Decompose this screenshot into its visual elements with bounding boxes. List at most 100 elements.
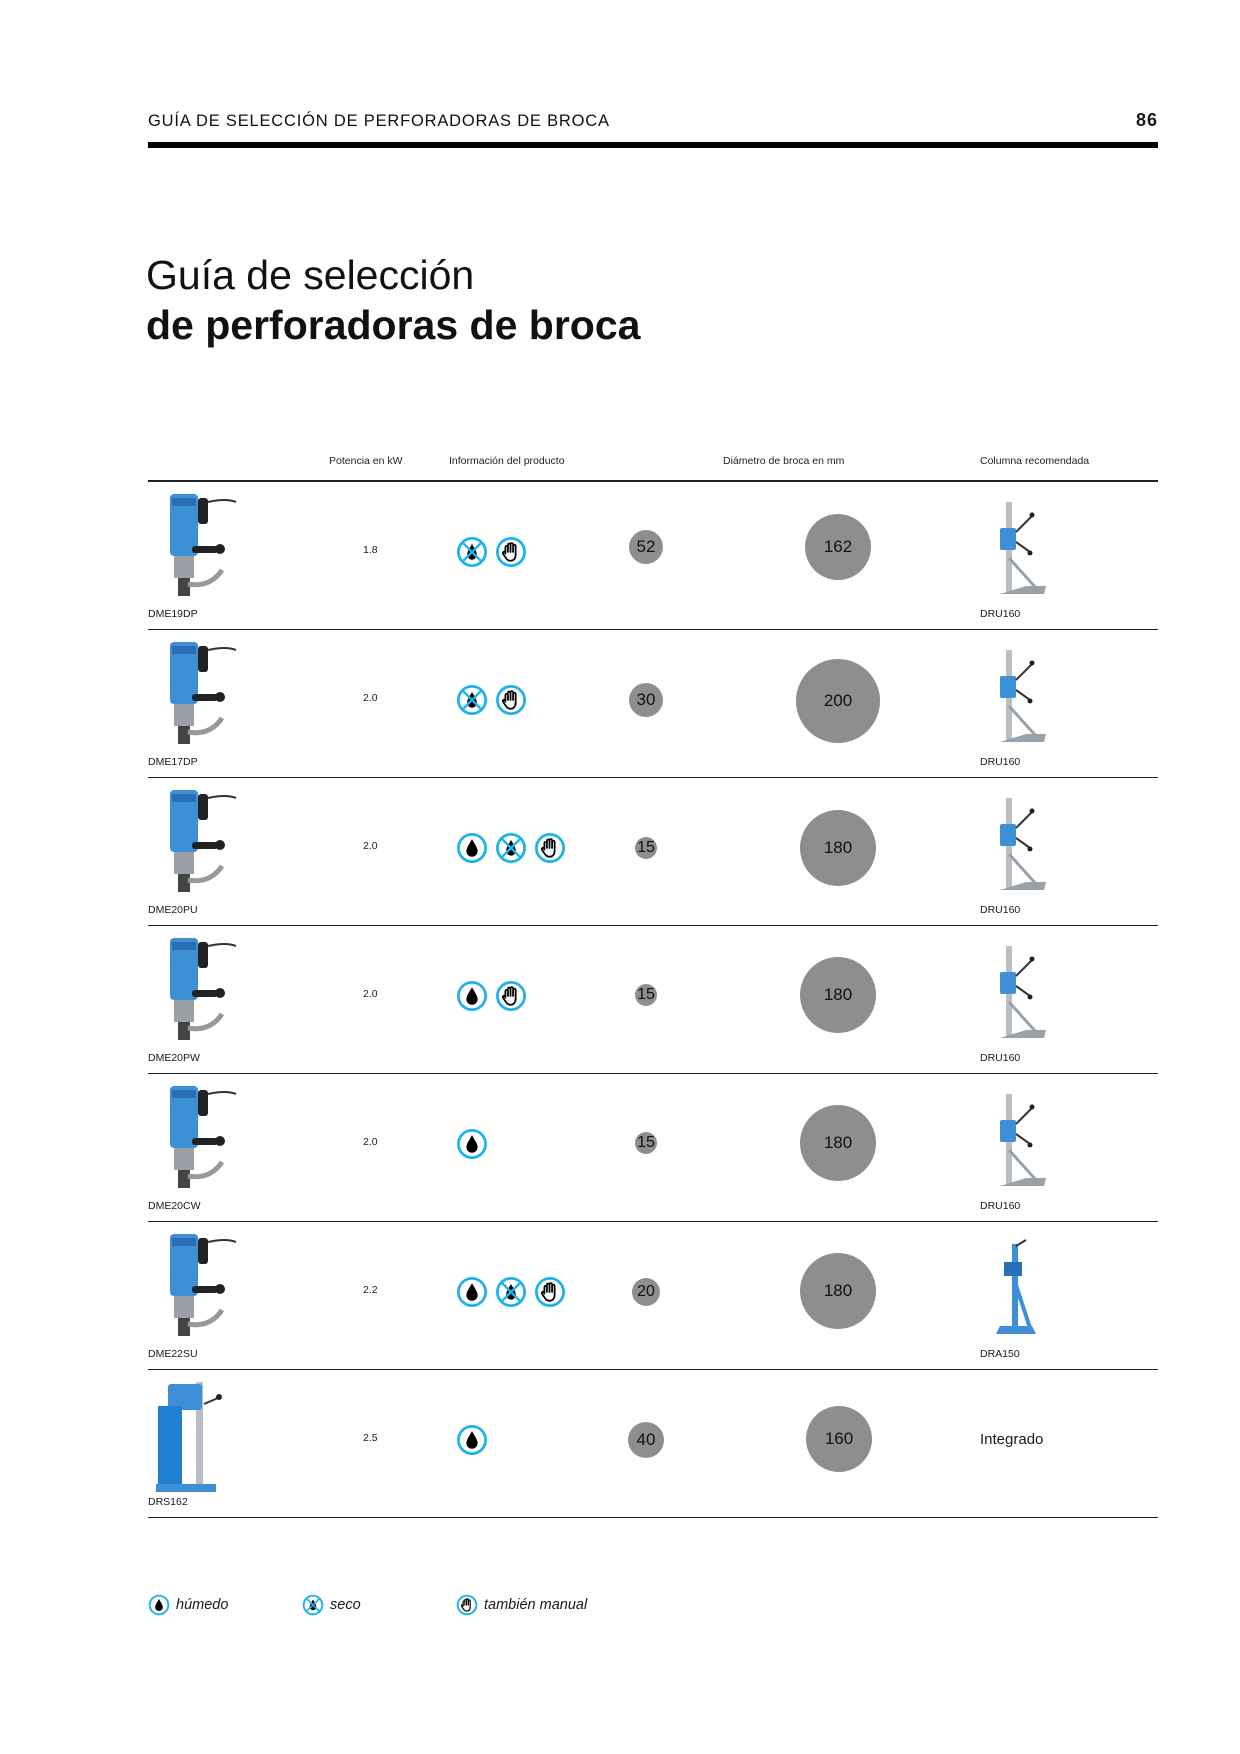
table-row: DME20PU 2.0 15 180 DRU160 (148, 778, 1158, 926)
model-name: DRS162 (148, 1496, 188, 1508)
column-stand-photo (986, 794, 1054, 896)
legend-dry: seco (302, 1593, 361, 1617)
column-stand-photo (986, 498, 1054, 600)
row-divider (148, 628, 1158, 630)
legend-manual: también manual (456, 1593, 587, 1617)
wet-icon (148, 1594, 170, 1616)
recommended-column: DRU160 (980, 608, 1021, 620)
header-title: GUÍA DE SELECCIÓN DE PERFORADORAS DE BRO… (148, 112, 610, 130)
table-row: DME17DP 2.0 30 200 DRU160 (148, 630, 1158, 778)
column-stand-photo (986, 1238, 1054, 1340)
dry-icon (495, 832, 527, 864)
legend-wet-label: húmedo (176, 1597, 229, 1613)
column-stand-photo (986, 1090, 1054, 1192)
diameter-max: 180 (800, 1105, 876, 1181)
page-number: 86 (1135, 110, 1158, 130)
dry-icon (302, 1594, 324, 1616)
col-head-column: Columna recomendada (980, 455, 1090, 467)
drill-photo (148, 1376, 240, 1494)
drill-photo (148, 932, 240, 1050)
table-row: DME19DP 1.8 52 162 DRU160 (148, 482, 1158, 630)
wet-icon (456, 1128, 488, 1160)
product-info-icons (456, 684, 527, 716)
model-name: DME20PW (148, 1052, 200, 1064)
manual-icon (495, 980, 527, 1012)
product-info-icons (456, 1128, 488, 1160)
product-info-icons (456, 536, 527, 568)
manual-icon (495, 536, 527, 568)
legend-wet: húmedo (148, 1593, 228, 1617)
dry-icon (495, 1276, 527, 1308)
model-name: DME19DP (148, 608, 198, 620)
wet-icon (456, 1276, 488, 1308)
product-info-icons (456, 1424, 488, 1456)
drill-photo (148, 636, 240, 754)
legend-manual-label: también manual (484, 1597, 588, 1613)
recommended-column: DRU160 (980, 1052, 1021, 1064)
diameter-min: 30 (629, 683, 663, 717)
header-rule (148, 142, 1158, 148)
recommended-column: DRA150 (980, 1348, 1020, 1360)
row-divider (148, 1368, 1158, 1370)
row-divider (148, 1220, 1158, 1222)
power-value: 2.2 (363, 1284, 378, 1296)
column-stand-photo (986, 646, 1054, 748)
row-divider (148, 924, 1158, 926)
recommended-column: DRU160 (980, 1200, 1021, 1212)
power-value: 2.0 (363, 1136, 378, 1148)
page-title-line2: de perforadoras de broca (146, 302, 641, 348)
model-name: DME17DP (148, 756, 198, 768)
power-value: 1.8 (363, 544, 378, 556)
diameter-max: 180 (800, 1253, 876, 1329)
diameter-min: 15 (635, 984, 657, 1006)
drill-photo (148, 1228, 240, 1346)
manual-icon (456, 1594, 478, 1616)
drill-photo (148, 784, 240, 902)
drill-photo (148, 488, 240, 606)
manual-icon (495, 684, 527, 716)
model-name: DME20PU (148, 904, 198, 916)
page-header: GUÍA DE SELECCIÓN DE PERFORADORAS DE BRO… (148, 110, 1158, 148)
wet-icon (456, 832, 488, 864)
dry-icon (456, 536, 488, 568)
wet-icon (456, 1424, 488, 1456)
manual-icon (534, 832, 566, 864)
diameter-min: 20 (632, 1278, 660, 1306)
table-row: DRS162 2.5 40 160 Integrado (148, 1370, 1158, 1518)
row-divider (148, 776, 1158, 778)
legend-dry-label: seco (330, 1597, 361, 1613)
dry-icon (456, 684, 488, 716)
col-head-diameter: Diámetro de broca en mm (723, 455, 845, 467)
diameter-min: 15 (635, 837, 657, 859)
recommended-column: DRU160 (980, 756, 1021, 768)
table-row: DME20CW 2.0 15 180 DRU160 (148, 1074, 1158, 1222)
manual-icon (534, 1276, 566, 1308)
table-header-rule (148, 480, 1158, 482)
recommended-column: DRU160 (980, 904, 1021, 916)
col-head-info: Información del producto (449, 455, 565, 467)
model-name: DME20CW (148, 1200, 201, 1212)
diameter-max: 200 (796, 659, 880, 743)
power-value: 2.0 (363, 988, 378, 1000)
col-head-power: Potencia en kW (329, 455, 403, 467)
diameter-min: 40 (628, 1422, 664, 1458)
diameter-max: 162 (805, 514, 871, 580)
product-info-icons (456, 1276, 566, 1308)
column-stand-photo (986, 942, 1054, 1044)
diameter-max: 180 (800, 810, 876, 886)
page-title-line1: Guía de selección (146, 252, 475, 298)
table-row: DME20PW 2.0 15 180 DRU160 (148, 926, 1158, 1074)
diameter-min: 52 (629, 530, 663, 564)
power-value: 2.0 (363, 840, 378, 852)
drill-photo (148, 1080, 240, 1198)
power-value: 2.5 (363, 1432, 378, 1444)
row-divider (148, 1072, 1158, 1074)
diameter-min: 15 (635, 1132, 657, 1154)
table-row: DME22SU 2.2 20 180 DRA150 (148, 1222, 1158, 1370)
diameter-max: 160 (806, 1406, 872, 1472)
product-info-icons (456, 832, 566, 864)
model-name: DME22SU (148, 1348, 198, 1360)
product-info-icons (456, 980, 527, 1012)
power-value: 2.0 (363, 692, 378, 704)
row-divider (148, 1516, 1158, 1518)
